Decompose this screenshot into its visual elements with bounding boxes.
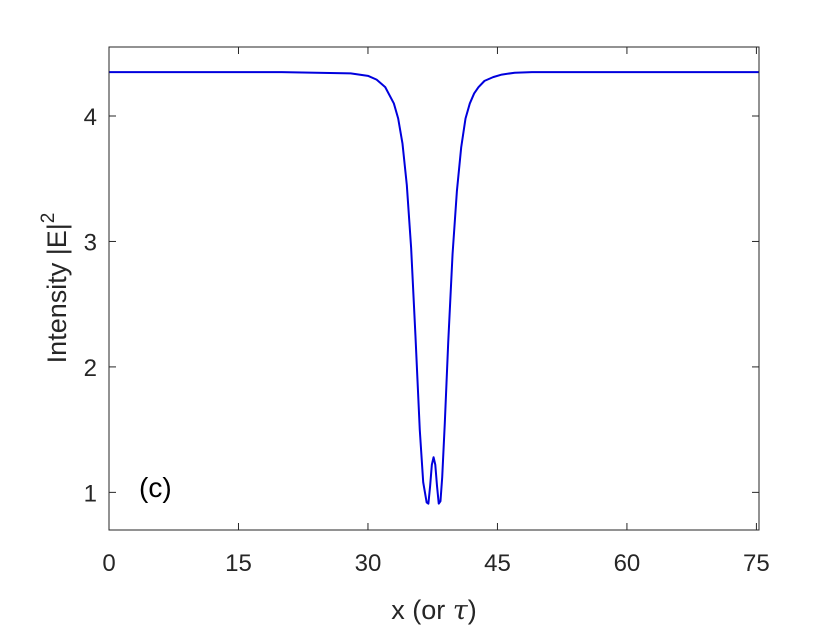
- y-tick-label: 1: [84, 480, 97, 507]
- x-tick-label: 45: [484, 550, 511, 577]
- ticks-layer: [108, 47, 759, 530]
- x-tick-label: 75: [743, 550, 770, 577]
- x-axis-label-symbol: τ: [453, 595, 469, 626]
- y-axis-label-text: Intensity |E|: [42, 223, 72, 363]
- x-axis-label: x (or τ): [391, 595, 476, 626]
- x-tick-label: 0: [102, 550, 115, 577]
- x-tick-labels: 0 15 30 45 60 75: [102, 550, 769, 577]
- y-tick-label: 3: [84, 229, 97, 256]
- y-tick-labels: 1 2 3 4: [84, 104, 97, 507]
- x-tick-label: 60: [614, 550, 641, 577]
- plot-frame: [108, 46, 760, 531]
- y-axis-label-superscript: 2: [38, 213, 59, 224]
- intensity-line: [109, 71, 759, 505]
- annotation-label: (c): [139, 472, 172, 503]
- y-axis-label: Intensity |E|2: [38, 213, 72, 364]
- x-tick-label: 30: [355, 550, 382, 577]
- x-axis-label-text: x (or: [391, 595, 453, 625]
- y-tick-label: 2: [84, 355, 97, 382]
- x-tick-label: 15: [225, 550, 252, 577]
- plot-background: [109, 47, 759, 530]
- x-axis-label-close: ): [468, 595, 477, 625]
- y-tick-label: 4: [84, 104, 97, 131]
